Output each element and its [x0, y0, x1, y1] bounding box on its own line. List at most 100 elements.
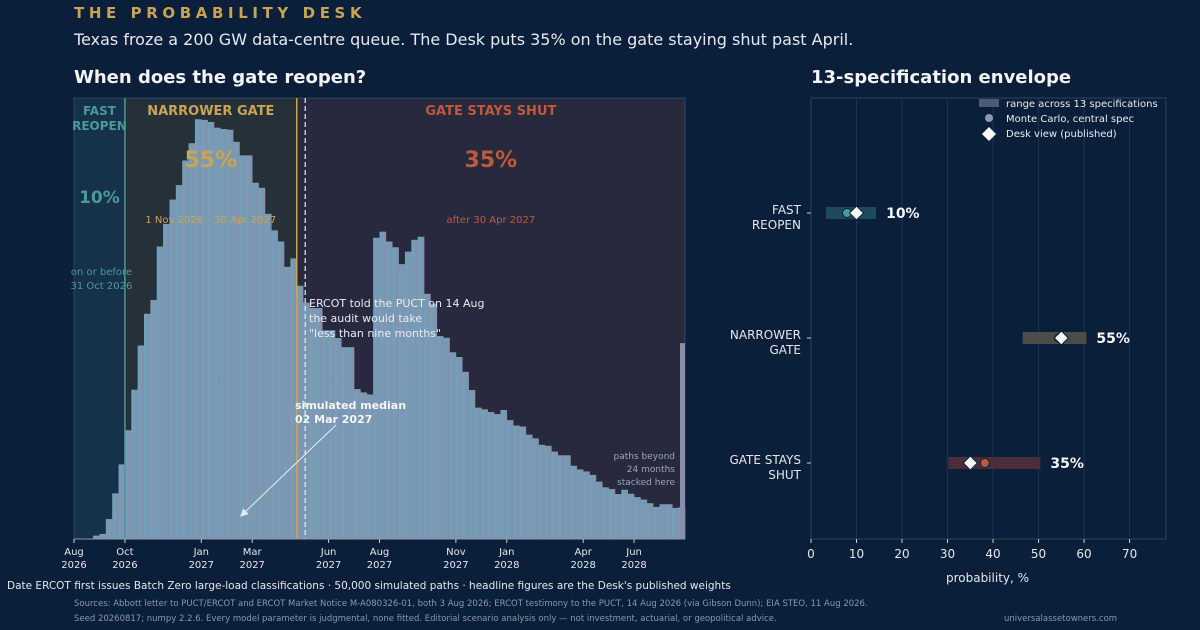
histogram-bar [602, 487, 609, 539]
x-tick-label-month: Aug [64, 547, 84, 558]
histogram-bar [621, 489, 629, 539]
histogram-bar [494, 414, 501, 539]
histogram-bar [532, 438, 539, 539]
histogram-x-axis: Aug 2026 Oct 2026 Jan 2027 Mar 2027 Jun 2027 Aug 20… [61, 538, 685, 571]
envelope-x-tick-label: 40 [985, 547, 1000, 561]
histogram-bar [589, 474, 597, 539]
histogram-bar [93, 535, 100, 539]
overflow-note: 24 months [627, 465, 676, 475]
x-tick-label-year: 2026 [61, 560, 86, 571]
histogram-bar [366, 394, 374, 539]
legend-mc-label: Monte Carlo, central spec [1006, 114, 1134, 125]
envelope-row-label: REOPEN [752, 218, 801, 232]
histogram-bar [296, 285, 304, 539]
legend-range-label: range across 13 specifications [1006, 99, 1158, 110]
histogram-bar [124, 430, 132, 539]
histogram-bar [672, 507, 679, 539]
histogram-bar [576, 469, 584, 539]
histogram-bar [646, 503, 654, 539]
x-tick-label-month: Nov [446, 547, 466, 558]
histogram-bar [201, 119, 208, 540]
ercot-annotation: ERCOT told the PUCT on 14 Aug [309, 297, 484, 310]
histogram-bar [564, 455, 571, 539]
overflow-bar [680, 343, 685, 539]
envelope-row-label: GATE STAYS [729, 453, 801, 467]
histogram-bar [239, 155, 247, 540]
median-arrow [240, 424, 337, 517]
histogram-bar [634, 497, 641, 539]
overflow-note: paths beyond [613, 452, 675, 462]
x-tick-label-year: 2026 [112, 560, 137, 571]
histogram-bar [608, 489, 616, 539]
x-tick-label-year: 2028 [621, 560, 646, 571]
region-shut-note: after 30 Apr 2027 [447, 215, 536, 226]
histogram-bar [360, 392, 368, 539]
histogram-bar [150, 299, 158, 539]
histogram-bar [182, 160, 189, 539]
histogram-bar [404, 251, 412, 539]
histogram-bar [487, 412, 495, 539]
histogram-bar [379, 231, 387, 539]
histogram-bar [614, 494, 622, 539]
histogram-bar [347, 347, 355, 539]
x-tick-label-month: Mar [243, 547, 263, 558]
histogram-bar [309, 308, 317, 539]
site-link[interactable]: universalassetowners.com [1004, 614, 1118, 624]
envelope-x-tick-label: 0 [807, 547, 815, 561]
region-fast-label: FAST [83, 104, 117, 118]
histogram-bar [519, 426, 527, 539]
histogram-bar [544, 445, 552, 539]
histogram-bar [430, 303, 438, 539]
histogram-bar [385, 241, 393, 539]
histogram-bar [264, 213, 272, 539]
envelope-x-tick-label: 50 [1031, 547, 1046, 561]
histogram-bar [595, 481, 603, 539]
envelope-range-bar [948, 457, 1041, 469]
desk-view-marker [1053, 330, 1070, 346]
histogram-bar [455, 356, 463, 539]
x-tick-label-month: Jan [498, 547, 514, 558]
histogram-bar [252, 182, 259, 539]
histogram-lines [124, 98, 337, 539]
desk-view-marker [848, 205, 865, 221]
caption: Date ERCOT first issues Batch Zero large… [7, 580, 731, 592]
histogram-bar [583, 471, 590, 539]
histogram-bar [481, 409, 488, 539]
histogram-bar [500, 410, 508, 539]
region-fast-note: 31 Oct 2026 [71, 281, 133, 292]
histogram-bar [538, 444, 546, 539]
x-tick-label-month: Jan [193, 547, 209, 558]
histogram-bar [653, 506, 660, 539]
histogram-bar [506, 420, 514, 539]
histogram-bar [303, 302, 310, 539]
envelope-x-tick-label: 30 [940, 547, 955, 561]
region-fast-pct: 10% [79, 188, 120, 208]
envelope-x-tick-label: 10 [849, 547, 864, 561]
region-shut-pct: 35% [465, 148, 518, 173]
median-annotation: simulated median [295, 399, 406, 412]
x-tick-label-year: 2027 [367, 560, 392, 571]
x-tick-label-year: 2027 [239, 560, 264, 571]
histogram-bar [144, 313, 151, 539]
histogram-bar [118, 464, 126, 539]
histogram-bar [131, 389, 138, 539]
x-tick-label-year: 2027 [316, 560, 341, 571]
x-tick-label-month: Jun [625, 547, 642, 558]
histogram-bar [474, 407, 482, 539]
histogram-bar [557, 455, 565, 539]
seed-note: Seed 20260817; numpy 2.2.6. Every model … [74, 614, 777, 624]
envelope-x-tick-label: 70 [1122, 547, 1137, 561]
histogram-bar [659, 504, 667, 539]
envelope-x-tick-label: 60 [1076, 547, 1091, 561]
kicker: THE PROBABILITY DESK [74, 4, 367, 22]
histogram-bar [258, 187, 266, 540]
envelope-row-label: SHUT [768, 468, 801, 482]
histogram-bar [640, 499, 648, 539]
histogram-bar [112, 493, 119, 539]
histogram-bar [284, 266, 291, 539]
monte-carlo-marker [979, 458, 990, 468]
right-panel-title: 13-specification envelope [811, 67, 1072, 88]
envelope-x-axis-label: probability, % [946, 571, 1029, 585]
